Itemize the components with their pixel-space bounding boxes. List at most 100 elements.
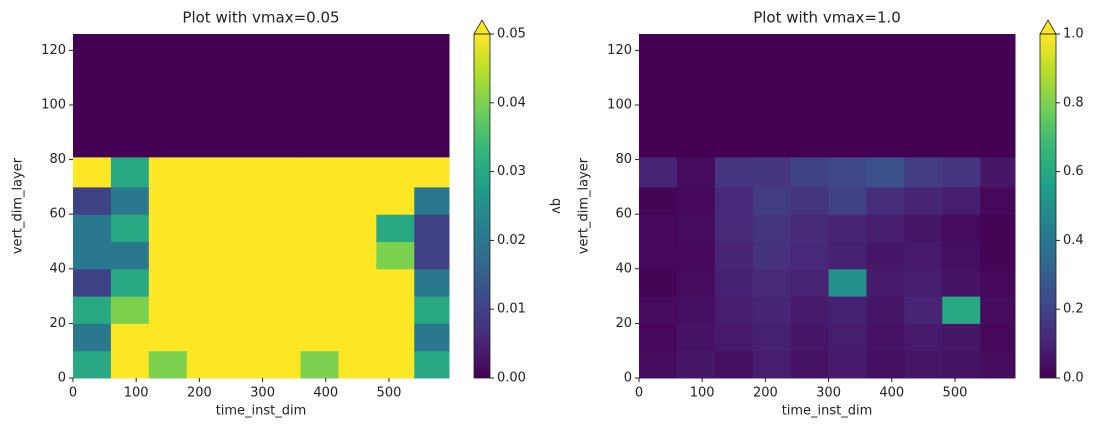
heatmap-cell [414,296,450,324]
y-axis-label: vert_dim_layer [11,157,26,254]
colorbar-frame [473,33,491,379]
heatmap-cell [300,350,339,379]
heatmap-cell [942,186,981,215]
heatmap-cell [639,186,678,215]
heatmap-cell [262,34,301,158]
heatmap-cell [752,323,792,352]
heatmap-cell [300,186,339,215]
colorbar-tick-label: 1.0 [1063,27,1084,42]
heatmap-cell [828,214,867,242]
heatmap-cell [752,186,792,215]
heatmap-cell [262,214,301,242]
heatmap-cell [676,156,716,188]
heatmap-cell [73,241,112,270]
heatmap-cell [110,156,150,188]
heatmap-cell [414,268,450,297]
heatmap-cell [752,156,792,188]
heatmap-cell [186,296,226,324]
x-tick-label: 300 [816,386,841,401]
x-axis-label: time_inst_dim [216,404,307,419]
heatmap-cell [639,296,678,324]
heatmap-cell [866,296,905,324]
y-tick-label: 40 [615,261,632,276]
heatmap-cell [262,268,301,297]
heatmap-cell [414,350,450,379]
colorbar-tick-label: 0.03 [497,164,526,179]
x-tick-label: 200 [753,386,778,401]
heatmap-cell [148,186,188,215]
heatmap-cell [300,268,339,297]
colorbar-extend [473,19,491,35]
heatmap-cell [714,214,754,242]
heatmap-cell [752,350,792,379]
heatmap-cell [828,296,867,324]
heatmap-cell [224,241,264,270]
heatmap-cell [224,350,264,379]
heatmap-cell [338,323,377,352]
heatmap-cell [186,268,226,297]
heatmap-cell [186,214,226,242]
heatmap-cell [376,34,415,158]
heatmap-cell [338,214,377,242]
heatmap-cell [942,241,981,270]
heatmap-cell [73,350,112,379]
heatmap-cell [224,323,264,352]
heatmap-cell [262,323,301,352]
heatmap-cell [980,34,1016,158]
heatmap-cell [110,323,150,352]
heatmap-cell [300,323,339,352]
heatmap-cell [110,350,150,379]
heatmap-cell [942,350,981,379]
heatmap-cell [148,350,188,379]
heatmap-cell [73,156,112,188]
y-tick-label: 80 [615,152,632,167]
heatmap-cell [262,241,301,270]
heatmap-cell [790,241,830,270]
heatmap-cell [714,241,754,270]
heatmap-cell [980,214,1016,242]
heatmap-cell [73,296,112,324]
colorbar-tick-label: 0.4 [1063,233,1084,248]
heatmap-cell [414,34,450,158]
x-tick-label: 0 [69,386,77,401]
heatmap-cell [186,241,226,270]
heatmap-cell [942,323,981,352]
x-tick-label: 0 [635,386,643,401]
y-tick-label: 100 [41,97,66,112]
heatmap-cell [338,268,377,297]
y-tick-label: 60 [49,207,66,222]
heatmap-cell [148,296,188,324]
y-tick-label: 60 [615,207,632,222]
heatmap-cell [262,186,301,215]
heatmap-cell [110,268,150,297]
heatmap-cell [942,296,981,324]
heatmap-cell [752,34,792,158]
heatmap-cell [73,214,112,242]
heatmap-cell [148,156,188,188]
heatmap-cell [790,323,830,352]
heatmap-cell [866,156,905,188]
heatmap-cell [110,296,150,324]
heatmap-cell [790,214,830,242]
heatmap-cell [148,323,188,352]
heatmap-cell [980,156,1016,188]
y-tick-label: 120 [41,43,66,58]
y-tick-label: 100 [607,97,632,112]
heatmap-cell [904,350,943,379]
heatmap-cell [714,296,754,324]
heatmap-cell [942,214,981,242]
colorbar-extend [1039,19,1057,35]
heatmap-cell [828,186,867,215]
y-tick-label: 40 [49,261,66,276]
heatmap-cell [790,186,830,215]
heatmap-cell [790,268,830,297]
heatmap-cell [110,214,150,242]
heatmap-cell [110,34,150,158]
heatmap-cell [866,214,905,242]
heatmap-cell [676,323,716,352]
heatmap-cell [828,156,867,188]
x-tick-label: 400 [313,386,338,401]
heatmap-cell [300,34,339,158]
heatmap-cell [904,156,943,188]
